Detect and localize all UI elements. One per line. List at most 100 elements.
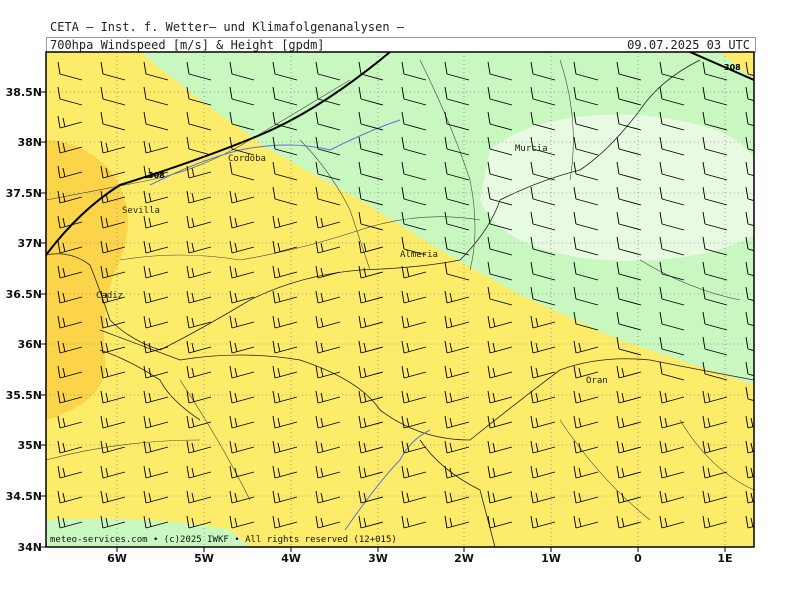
wind-barb: [444, 111, 470, 131]
wind-barb: [530, 365, 556, 379]
wind-barb: [444, 515, 470, 529]
lon-label: 0: [634, 552, 642, 565]
wind-barb: [530, 136, 556, 156]
wind-barb: [573, 61, 599, 81]
wind-barb: [745, 111, 754, 127]
wind-barb: [186, 61, 212, 81]
wind-barb: [745, 61, 754, 77]
wind-barb: [272, 215, 298, 229]
wind-barb: [272, 490, 298, 504]
wind-barb: [100, 265, 126, 279]
wind-barb: [745, 415, 754, 429]
wind-barb: [186, 240, 212, 254]
wind-barb: [659, 136, 685, 156]
city-label: Cordoba: [228, 154, 266, 164]
wind-barb: [57, 61, 83, 81]
wind-barb: [487, 111, 513, 131]
wind-barb: [358, 265, 384, 279]
wind-barb: [530, 315, 556, 329]
wind-barb: [229, 515, 255, 529]
wind-barb: [659, 161, 685, 181]
map-subtitle: 700hpa Windspeed [m/s] & Height [gpdm]: [50, 38, 325, 52]
wind-barb: [702, 211, 728, 231]
wind-barb: [401, 236, 427, 256]
wind-barb: [57, 165, 83, 179]
wind-barb: [272, 86, 298, 106]
wind-barb: [100, 290, 126, 304]
wind-barb: [57, 290, 83, 304]
wind-barb: [702, 236, 728, 256]
wind-barb: [186, 136, 212, 156]
wind-barb: [745, 440, 754, 454]
wind-barb: [401, 111, 427, 131]
wind-barb: [100, 61, 126, 81]
wind-barb: [659, 86, 685, 106]
wind-barb: [100, 140, 126, 154]
wind-barb: [530, 186, 556, 206]
wind-barb: [444, 261, 470, 281]
wind-barb: [272, 111, 298, 131]
wind-barb: [358, 415, 384, 429]
city-label: Oran: [586, 376, 608, 386]
wind-barb: [444, 136, 470, 156]
wind-barb: [57, 115, 83, 129]
wind-barb: [272, 265, 298, 279]
wind-barb: [143, 390, 169, 404]
wind-barb: [573, 365, 599, 379]
wind-barb: [315, 265, 341, 279]
wind-barb: [659, 61, 685, 81]
wind-barb: [702, 465, 728, 479]
lon-label: 1W: [541, 552, 561, 565]
wind-barb: [659, 440, 685, 454]
wind-barb: [272, 340, 298, 354]
wind-barb: [229, 440, 255, 454]
wind-barb: [143, 315, 169, 329]
wind-barb: [272, 390, 298, 404]
wind-barb: [573, 211, 599, 231]
wind-barb: [573, 390, 599, 404]
wind-barb: [229, 61, 255, 81]
wind-barb: [659, 465, 685, 479]
city-label: Murcia: [515, 144, 548, 154]
wind-barb: [229, 161, 255, 181]
wind-barb: [186, 290, 212, 304]
axis-ticks: [41, 91, 726, 552]
lon-label: 6W: [107, 552, 127, 565]
wind-barb: [100, 315, 126, 329]
wind-barb: [530, 161, 556, 181]
wind-barb: [659, 515, 685, 529]
wind-barb: [745, 465, 754, 479]
wind-barb: [272, 61, 298, 81]
wind-barb: [702, 336, 728, 356]
wind-barb: [444, 490, 470, 504]
wind-barb: [229, 340, 255, 354]
wind-barb: [530, 390, 556, 404]
wind-barb: [530, 515, 556, 529]
wind-barb: [358, 340, 384, 354]
wind-barb: [616, 186, 642, 206]
wind-barb: [358, 515, 384, 529]
field-green-bottom: [46, 518, 250, 547]
wind-barb: [272, 515, 298, 529]
wind-barb: [186, 165, 212, 179]
wind-barb: [444, 465, 470, 479]
city-label: Sevilla: [122, 206, 160, 216]
wind-barb: [530, 111, 556, 131]
wind-barb: [315, 240, 341, 254]
wind-barb: [530, 86, 556, 106]
wind-barb: [401, 186, 427, 206]
wind-barb: [444, 161, 470, 181]
wind-barb: [272, 186, 298, 206]
wind-barbs: [57, 61, 754, 529]
wind-barb: [358, 465, 384, 479]
field-yellow-corner: [720, 52, 754, 80]
wind-barb: [616, 365, 642, 379]
wind-barb: [616, 261, 642, 281]
wind-barb: [100, 415, 126, 429]
wind-barb: [659, 415, 685, 429]
wind-barb: [444, 211, 470, 231]
header-box: [46, 37, 756, 53]
wind-barb: [401, 290, 427, 304]
city-label: Cadiz: [96, 291, 123, 301]
wind-barb: [401, 415, 427, 429]
